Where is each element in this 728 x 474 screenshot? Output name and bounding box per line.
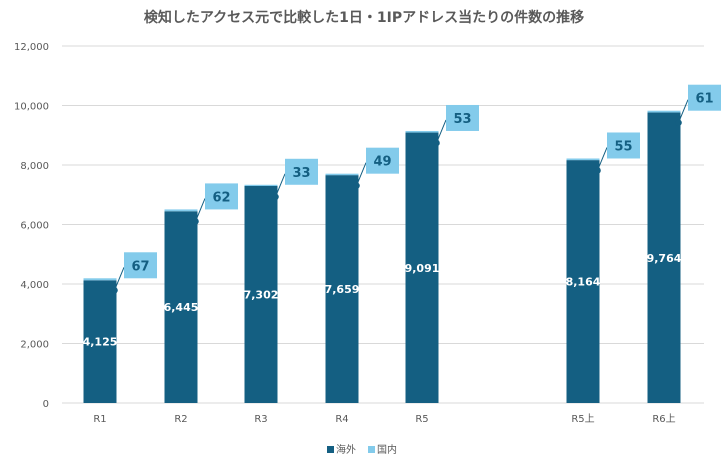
y-tick-label: 2,000 — [20, 340, 49, 351]
callout-domestic — [285, 158, 318, 185]
leader-dot — [675, 119, 682, 127]
gridlines — [62, 45, 704, 404]
callout-domestic — [607, 132, 640, 159]
x-tick-label: R5 — [415, 414, 428, 425]
leader-line — [436, 119, 447, 144]
leader-dot — [594, 167, 601, 174]
leader-line — [597, 147, 608, 171]
legend-label-domestic: 国内 — [377, 443, 397, 456]
y-tick-label: 8,000 — [20, 161, 49, 172]
bar-overseas-R4 — [325, 175, 359, 403]
leader-line — [195, 198, 206, 222]
bar-overseas-R1 — [83, 280, 117, 403]
leader-line — [356, 162, 367, 186]
y-tick-label: 12,000 — [14, 42, 49, 53]
leader-dot — [433, 139, 440, 147]
legend-label-overseas: 海外 — [336, 443, 356, 456]
leader-dot — [272, 193, 279, 201]
y-tick-label: 4,000 — [20, 280, 49, 291]
legend: 海外 国内 — [327, 443, 397, 456]
x-tick-label: R3 — [254, 414, 267, 425]
bar-domestic-R1 — [83, 278, 117, 281]
data-label-domestic: 33 — [292, 166, 310, 181]
leader-dot — [353, 182, 360, 189]
leader-dot — [192, 218, 199, 225]
x-tick-label: R2 — [174, 414, 187, 425]
data-label-domestic: 53 — [453, 112, 471, 127]
bar-overseas-R2 — [164, 211, 198, 403]
data-label-domestic: 55 — [614, 139, 632, 154]
data-label-domestic: 67 — [131, 259, 149, 274]
data-label-overseas: 7,659 — [325, 283, 360, 296]
legend-swatch-overseas — [327, 446, 334, 453]
data-label-overseas: 9,091 — [405, 262, 440, 275]
callout-domestic — [124, 252, 157, 279]
callout-domestic — [688, 84, 721, 111]
y-axis: 0 2,000 4,000 6,000 8,000 10,000 12,000 — [14, 42, 49, 410]
data-label-domestic: 61 — [695, 92, 713, 107]
y-tick-label: 0 — [43, 399, 49, 410]
bar-overseas-R3 — [244, 185, 278, 403]
data-label-overseas: 8,164 — [566, 276, 601, 289]
chart-title: 検知したアクセス元で比較した1日・1IPアドレス当たりの件数の推移 — [144, 9, 584, 26]
data-label-overseas: 7,302 — [244, 288, 279, 301]
leader-line — [678, 99, 689, 123]
leader-line — [275, 173, 286, 197]
bar-overseas-R5 — [405, 132, 439, 403]
bar-domestic-R2 — [164, 209, 198, 212]
callout-domestic — [205, 183, 238, 210]
leader-dot — [111, 286, 118, 294]
bar-overseas-R6上 — [647, 112, 681, 404]
x-tick-label: R6上 — [652, 413, 675, 425]
y-tick-label: 6,000 — [20, 221, 49, 232]
bar-domestic-R5 — [405, 130, 439, 133]
bar-domestic-R6上 — [647, 110, 681, 113]
leader-line — [114, 267, 125, 291]
callout-domestic — [446, 104, 479, 131]
data-label-domestic: 49 — [373, 155, 391, 170]
bar-overseas-R5上 — [566, 160, 600, 403]
data-label-overseas: 9,764 — [647, 252, 682, 265]
data-labels: 4,125 67 6,445 62 7,302 33 7,659 49 9,091 53 8,164… — [83, 84, 721, 349]
data-label-domestic: 62 — [212, 190, 230, 205]
data-label-overseas: 4,125 — [83, 336, 118, 349]
data-label-overseas: 6,445 — [164, 301, 199, 314]
bar-domestic-R4 — [325, 173, 359, 176]
x-tick-label: R1 — [93, 414, 106, 425]
y-tick-label: 10,000 — [14, 102, 49, 113]
bars — [83, 110, 681, 404]
x-axis: R1 R2 R3 R4 R5 R5上 R6上 — [93, 413, 675, 425]
x-tick-label: R4 — [335, 414, 348, 425]
bar-domestic-R3 — [244, 184, 278, 186]
callout-domestic — [366, 147, 399, 174]
bar-domestic-R5上 — [566, 158, 600, 161]
x-tick-label: R5上 — [571, 413, 594, 425]
legend-swatch-domestic — [368, 446, 375, 453]
